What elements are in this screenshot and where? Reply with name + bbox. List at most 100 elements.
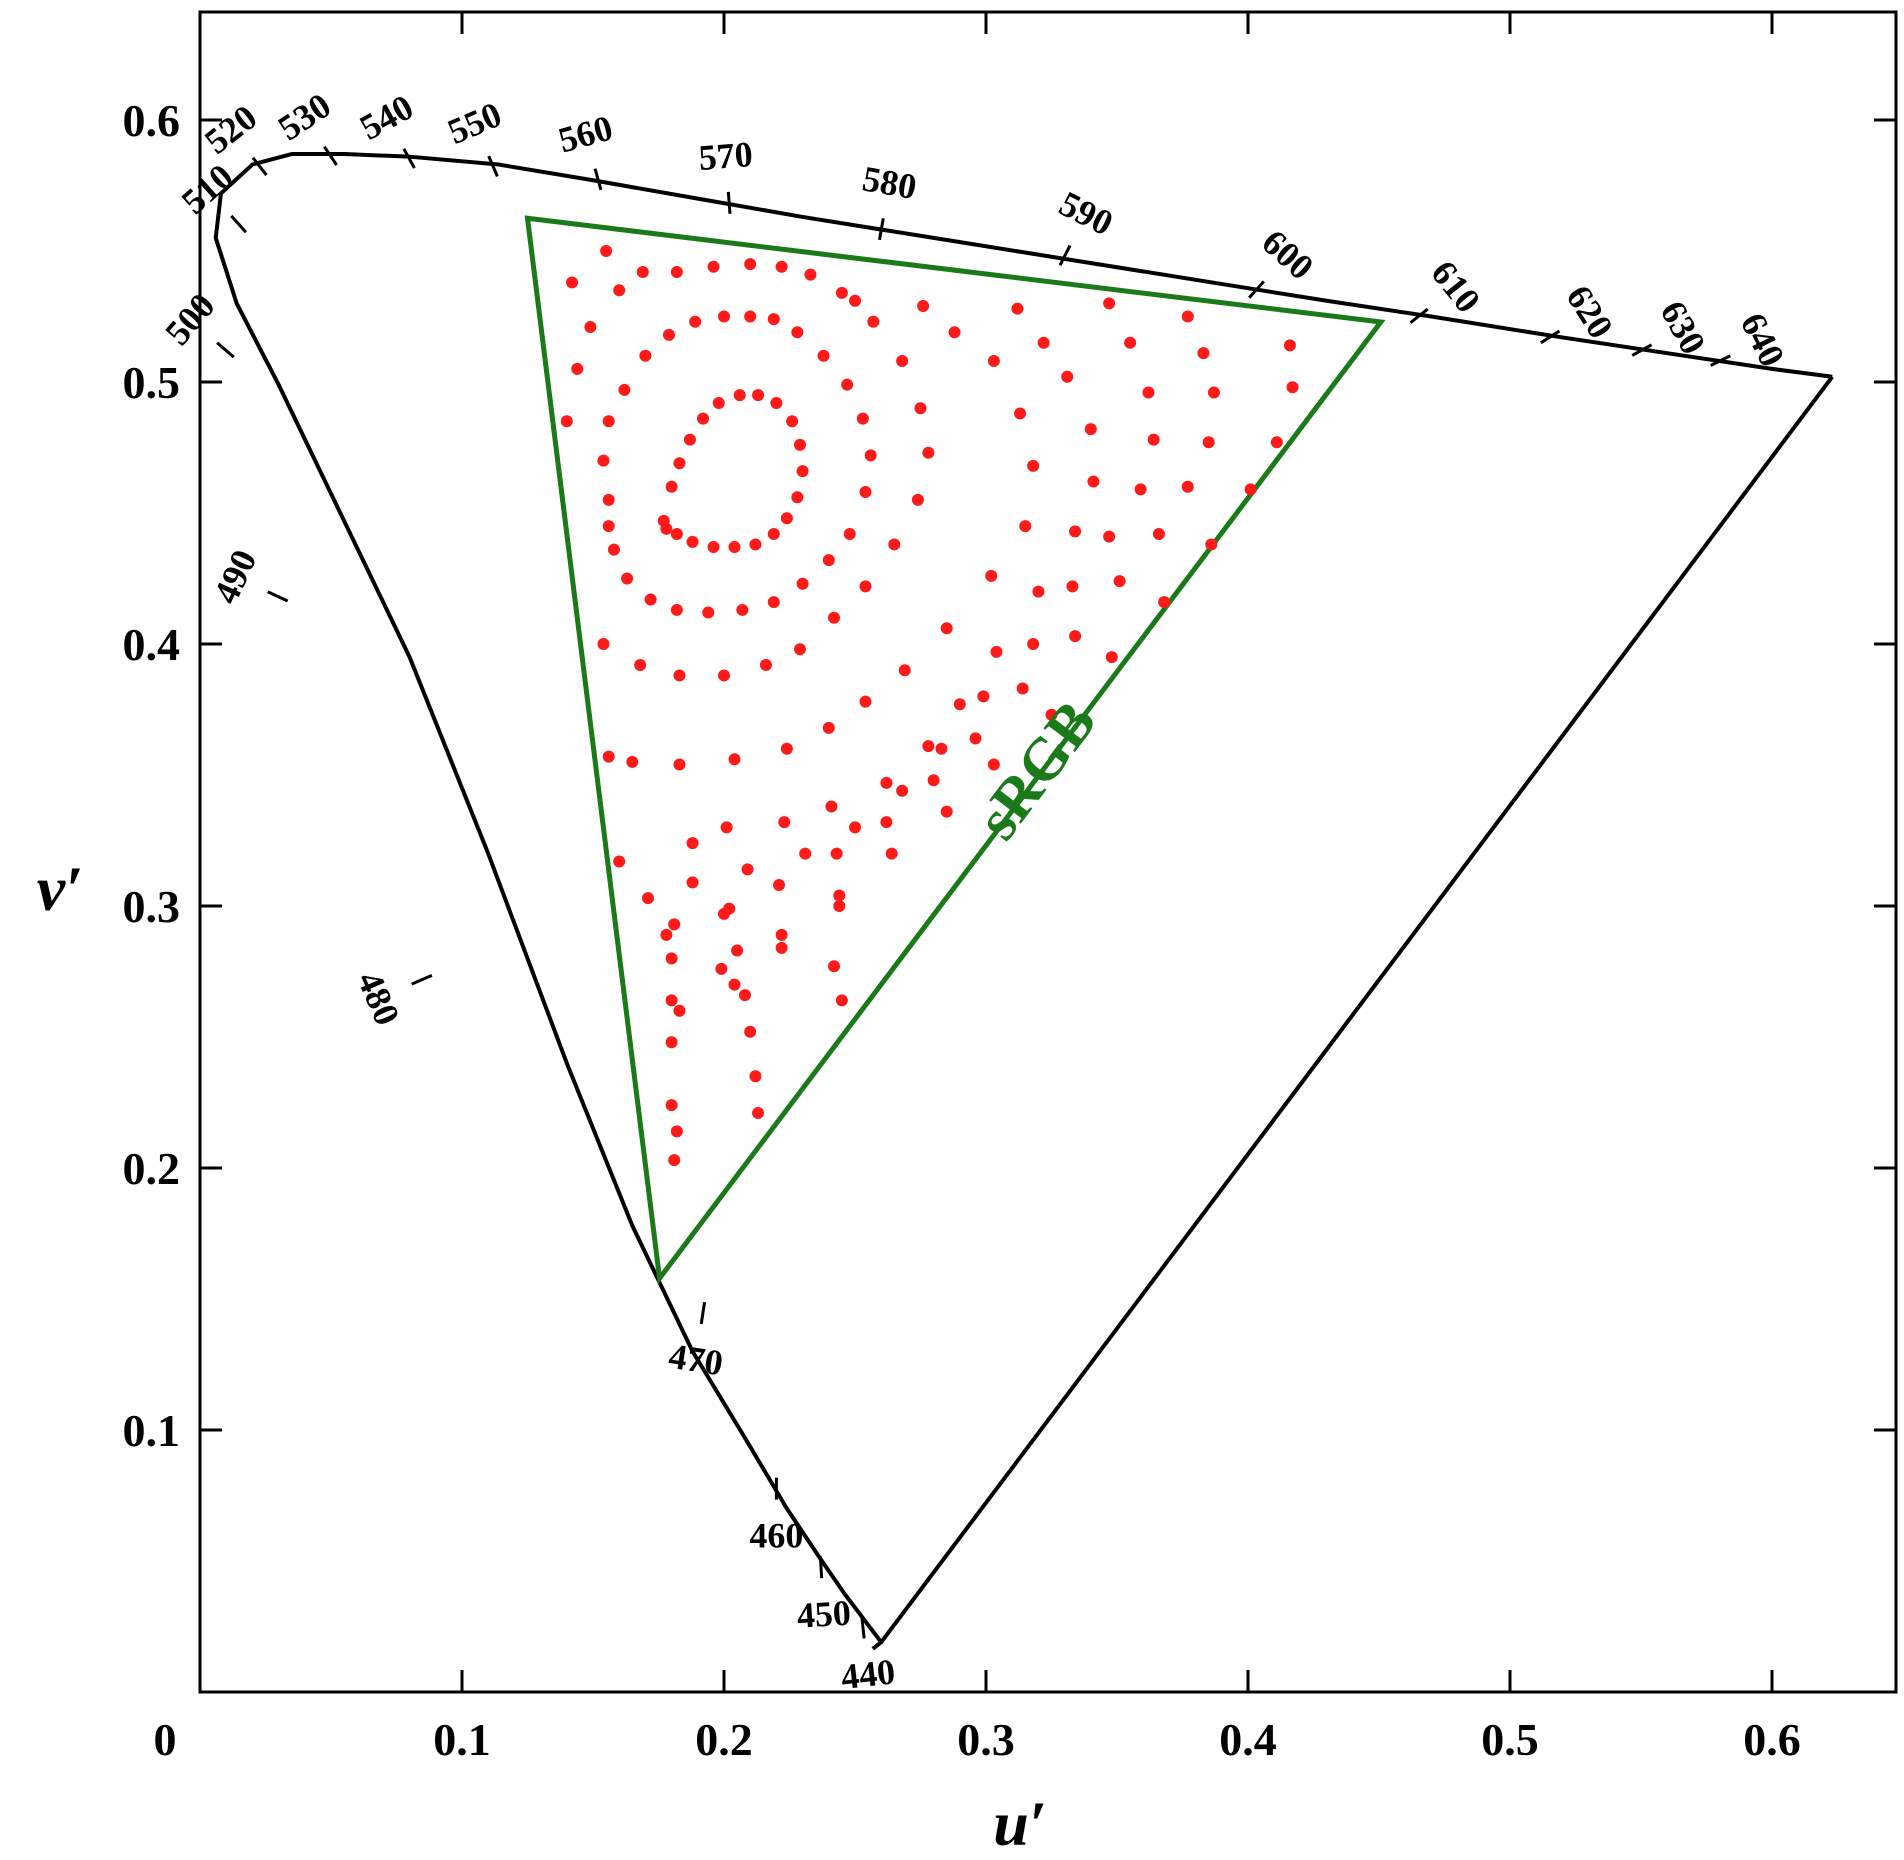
data-point [728, 541, 741, 554]
data-point [985, 569, 998, 582]
x-tick-label: 0.5 [1481, 1714, 1539, 1765]
x-tick-label: 0.4 [1219, 1714, 1277, 1765]
data-point [841, 378, 854, 391]
y-tick-label: 0.5 [123, 357, 181, 408]
data-point [822, 554, 835, 567]
data-point [1142, 386, 1155, 399]
data-point [642, 892, 655, 905]
data-point [940, 805, 953, 818]
data-point [720, 821, 733, 834]
data-point [786, 415, 799, 428]
data-point [775, 928, 788, 941]
wavelength-tick [251, 156, 268, 176]
data-point [731, 944, 744, 957]
data-point [835, 286, 848, 299]
data-point [830, 847, 843, 860]
data-point [1084, 423, 1097, 436]
data-point [896, 784, 909, 797]
data-point [665, 994, 678, 1007]
data-point [718, 310, 730, 323]
data-point [1037, 336, 1050, 349]
wavelength-label: 440 [839, 1651, 897, 1697]
data-point [600, 245, 613, 257]
data-point [1105, 651, 1118, 664]
data-point [791, 326, 804, 339]
data-point [793, 438, 806, 451]
wavelength-label: 490 [205, 544, 264, 610]
data-point [1069, 525, 1082, 538]
data-point [670, 265, 683, 278]
x-tick-label: 0 [154, 1714, 177, 1765]
data-point [1152, 527, 1165, 540]
wavelength-label: 530 [271, 85, 338, 148]
data-point [660, 522, 673, 535]
data-point [796, 577, 809, 590]
data-point [1283, 339, 1296, 352]
data-point [864, 449, 877, 462]
data-point [922, 446, 935, 459]
data-point [1244, 483, 1257, 496]
wavelength-tick [1409, 307, 1429, 324]
wavelength-tick [726, 191, 732, 214]
data-point [759, 658, 772, 671]
y-axis-title: v′ [37, 853, 83, 924]
data-point [602, 493, 615, 506]
data-point [804, 268, 817, 281]
y-tick-label: 0.2 [123, 1143, 181, 1194]
data-point [953, 698, 966, 711]
data-point [752, 389, 765, 402]
wavelength-tick [323, 145, 338, 166]
data-point [773, 879, 786, 892]
data-point [1087, 475, 1100, 488]
data-point [898, 664, 911, 677]
wavelength-label: 460 [749, 1516, 803, 1556]
data-point [1011, 302, 1024, 315]
data-point [673, 669, 686, 682]
data-point [767, 596, 780, 609]
x-axis-title: u′ [993, 1788, 1047, 1859]
data-point [1205, 538, 1218, 551]
data-point [1124, 336, 1137, 349]
wavelength-label: 510 [174, 156, 241, 222]
data-point [1027, 459, 1040, 472]
data-point [833, 889, 846, 902]
data-point [1286, 381, 1299, 394]
data-point [621, 572, 634, 585]
data-point [767, 527, 780, 540]
data-point [935, 742, 948, 755]
data-point [673, 758, 686, 771]
data-point [736, 603, 749, 616]
data-point [566, 276, 579, 289]
data-point [940, 622, 953, 635]
data-point [1158, 596, 1171, 609]
wavelength-label: 540 [353, 87, 420, 148]
data-point [618, 383, 631, 396]
data-point [775, 941, 788, 954]
data-point [733, 389, 746, 402]
data-point [668, 918, 681, 931]
data-point [1147, 433, 1160, 446]
data-point [673, 457, 686, 470]
wavelength-tick [267, 590, 289, 603]
wavelength-label: 620 [1559, 278, 1622, 345]
data-point [718, 669, 730, 682]
data-point [888, 538, 901, 551]
data-point [911, 493, 924, 506]
x-tick-label: 0.3 [957, 1714, 1015, 1765]
data-point [670, 1125, 683, 1138]
wavelength-tick [593, 168, 603, 191]
data-point [744, 310, 757, 323]
data-point [927, 774, 940, 787]
x-tick-label: 0.1 [433, 1714, 491, 1765]
data-point [1066, 580, 1079, 593]
data-point [613, 284, 626, 297]
data-point [885, 847, 898, 860]
data-point [825, 800, 838, 813]
data-point [1181, 480, 1194, 493]
y-tick-label: 0.6 [123, 95, 181, 146]
data-point [673, 1004, 686, 1017]
data-point [791, 491, 804, 504]
data-point [987, 355, 1000, 368]
data-point [828, 611, 841, 624]
